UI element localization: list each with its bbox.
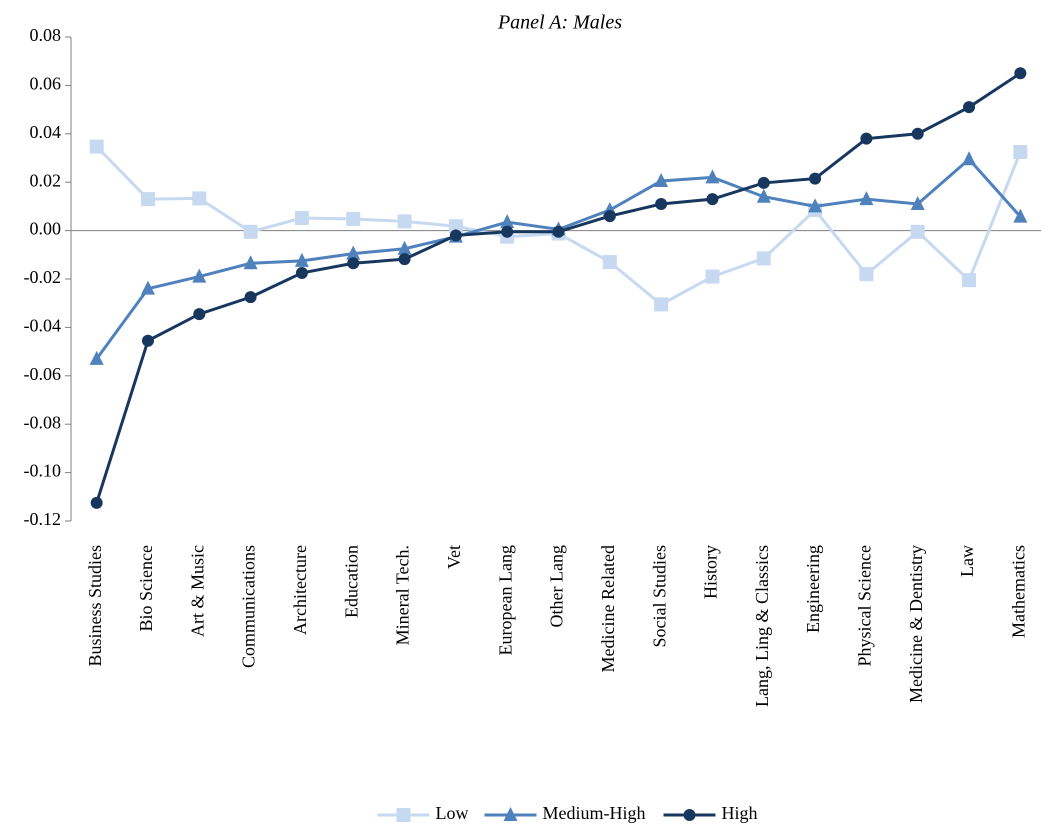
y-tick-label: 0.08 — [30, 25, 62, 45]
y-tick-label: -0.04 — [24, 316, 62, 336]
x-tick-label: Art & Music — [187, 545, 207, 637]
marker — [602, 255, 617, 270]
marker — [859, 267, 874, 282]
x-tick-label: Law — [957, 545, 977, 577]
marker — [859, 191, 874, 206]
chart-title: Panel A: Males — [497, 12, 622, 34]
marker — [1013, 144, 1028, 159]
x-tick-label: European Lang — [495, 545, 515, 655]
marker — [90, 496, 103, 509]
x-tick-label: Bio Science — [136, 545, 156, 631]
legend-item: High — [663, 803, 758, 823]
y-tick-label: -0.08 — [24, 412, 62, 432]
marker — [963, 101, 976, 114]
marker — [140, 280, 155, 295]
marker — [655, 197, 668, 210]
marker — [295, 266, 308, 279]
marker — [89, 139, 104, 154]
x-tick-label: Education — [341, 545, 361, 618]
legend-item: Medium-High — [484, 803, 646, 823]
marker — [449, 229, 462, 242]
marker — [192, 191, 207, 206]
x-tick-label: Business Studies — [85, 545, 105, 667]
marker — [243, 255, 258, 270]
x-tick-label: Architecture — [290, 545, 310, 635]
legend-item: Low — [377, 803, 469, 823]
x-tick-label: Communications — [239, 545, 259, 668]
series-line — [95, 72, 1022, 504]
x-tick-label: Medicine & Dentistry — [906, 545, 926, 703]
y-tick-label: 0.06 — [30, 74, 62, 94]
marker — [397, 214, 412, 229]
y-tick-label: -0.12 — [24, 509, 62, 529]
marker — [603, 210, 616, 223]
y-tick-label: 0.00 — [30, 219, 62, 239]
marker — [503, 807, 518, 821]
x-tick-label: History — [701, 545, 721, 599]
marker — [860, 132, 873, 145]
marker — [705, 269, 720, 284]
marker — [501, 225, 514, 238]
marker — [654, 297, 669, 312]
marker — [346, 211, 361, 226]
x-tick-label: Social Studies — [649, 545, 669, 648]
marker — [809, 172, 822, 185]
y-tick-label: -0.06 — [24, 364, 62, 384]
marker — [89, 350, 104, 365]
legend-label: Medium-High — [543, 803, 646, 823]
series-line — [95, 157, 1022, 360]
marker — [192, 268, 207, 283]
x-tick-label: Physical Science — [855, 545, 875, 666]
marker — [346, 245, 361, 260]
marker — [683, 809, 696, 821]
legend-label: Low — [436, 803, 469, 823]
marker — [448, 219, 463, 234]
x-tick-label: Medicine Related — [598, 545, 618, 672]
marker — [347, 257, 360, 270]
x-tick-label: Other Lang — [547, 545, 567, 627]
marker — [654, 172, 669, 187]
marker — [756, 188, 771, 203]
marker — [140, 192, 155, 207]
marker — [141, 334, 154, 347]
marker — [756, 251, 771, 266]
y-tick-label: 0.04 — [30, 122, 62, 142]
marker — [962, 273, 977, 288]
x-tick-label: Mineral Tech. — [393, 545, 413, 645]
y-tick-label: 0.02 — [30, 170, 62, 190]
marker — [500, 214, 515, 229]
marker — [243, 224, 258, 239]
marker — [244, 291, 257, 304]
y-tick-label: -0.02 — [24, 267, 62, 287]
marker — [193, 308, 206, 321]
marker — [396, 808, 411, 822]
marker — [294, 211, 309, 226]
x-tick-label: Engineering — [803, 545, 823, 633]
marker — [294, 252, 309, 267]
x-tick-label: Mathematics — [1008, 545, 1028, 638]
marker — [552, 225, 565, 238]
marker — [1013, 208, 1028, 223]
x-tick-label: Lang, Ling & Classics — [752, 545, 772, 707]
marker — [757, 176, 770, 189]
marker — [911, 127, 924, 140]
marker — [705, 169, 720, 184]
marker — [808, 198, 823, 213]
x-tick-label: Vet — [444, 545, 464, 569]
marker — [910, 195, 925, 210]
marker — [397, 240, 412, 255]
marker — [398, 253, 411, 266]
marker — [706, 193, 719, 206]
marker — [962, 151, 977, 166]
marker — [910, 224, 925, 239]
legend-label: High — [722, 803, 758, 823]
y-tick-label: -0.10 — [24, 461, 62, 481]
marker — [1014, 67, 1027, 80]
